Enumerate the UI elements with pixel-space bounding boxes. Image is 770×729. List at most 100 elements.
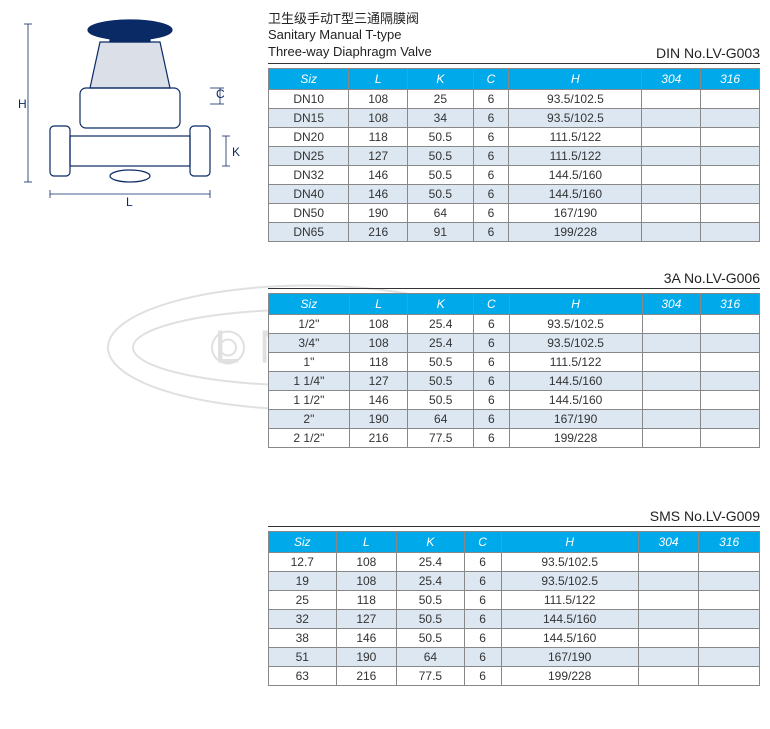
- table-cell: [642, 409, 701, 428]
- col-header: L: [349, 68, 408, 89]
- table-cell: 2 1/2": [269, 428, 350, 447]
- table-cell: 6: [473, 409, 509, 428]
- col-header: H: [509, 293, 642, 314]
- table-cell: 108: [349, 314, 408, 333]
- table-cell: 6: [464, 590, 501, 609]
- part-no-2: SMS No.LV-G009: [268, 508, 760, 527]
- table-cell: 6: [473, 428, 509, 447]
- table-cell: [701, 371, 760, 390]
- table-cell: 6: [473, 127, 509, 146]
- table-row: 2 1/2"21677.56199/228: [269, 428, 760, 447]
- table-row: 3212750.56144.5/160: [269, 609, 760, 628]
- table-cell: [642, 184, 701, 203]
- table-cell: [642, 352, 701, 371]
- table-cell: 6: [473, 89, 509, 108]
- table-cell: [701, 428, 760, 447]
- col-header: Siz: [269, 293, 350, 314]
- table-cell: 50.5: [408, 146, 474, 165]
- table-cell: [638, 609, 699, 628]
- table-cell: 50.5: [408, 352, 473, 371]
- table-cell: 63: [269, 666, 337, 685]
- table-cell: 167/190: [509, 409, 642, 428]
- table-cell: [638, 647, 699, 666]
- table-row: 12.710825.4693.5/102.5: [269, 552, 760, 571]
- table-cell: [701, 89, 760, 108]
- table-cell: 50.5: [408, 390, 473, 409]
- table-cell: 199/228: [509, 222, 642, 241]
- table-row: 3814650.56144.5/160: [269, 628, 760, 647]
- table-row: DN50190646167/190: [269, 203, 760, 222]
- table-cell: 64: [408, 203, 474, 222]
- table-cell: [701, 165, 760, 184]
- table-cell: [701, 333, 760, 352]
- table-cell: [642, 333, 701, 352]
- table-cell: 6: [473, 390, 509, 409]
- table-cell: 144.5/160: [501, 609, 638, 628]
- col-header: K: [397, 531, 465, 552]
- table-cell: 93.5/102.5: [509, 89, 642, 108]
- table-cell: 190: [349, 409, 408, 428]
- table-cell: [699, 571, 760, 590]
- table-cell: [701, 390, 760, 409]
- table-cell: 167/190: [509, 203, 642, 222]
- spec-table-1: SizLKCH3043161/2"10825.4693.5/102.53/4"1…: [268, 293, 760, 448]
- table-cell: [699, 647, 760, 666]
- table-cell: 118: [349, 127, 408, 146]
- title-en1: Sanitary Manual T-type: [268, 27, 432, 44]
- table-cell: 127: [349, 146, 408, 165]
- table-row: 2511850.56111.5/122: [269, 590, 760, 609]
- table-cell: 38: [269, 628, 337, 647]
- table-cell: 2": [269, 409, 350, 428]
- table-cell: 6: [464, 552, 501, 571]
- table-cell: 50.5: [397, 609, 465, 628]
- table-row: 1910825.4693.5/102.5: [269, 571, 760, 590]
- table-row: 1 1/2"14650.56144.5/160: [269, 390, 760, 409]
- table-cell: 108: [336, 571, 397, 590]
- svg-text:K: K: [232, 145, 240, 159]
- table-cell: 3/4": [269, 333, 350, 352]
- title-block-0: 卫生级手动T型三通隔膜阀 Sanitary Manual T-type Thre…: [268, 8, 760, 64]
- table-cell: [701, 146, 760, 165]
- table-cell: [642, 314, 701, 333]
- table-cell: [642, 203, 701, 222]
- table-cell: [701, 203, 760, 222]
- table-row: DN1510834693.5/102.5: [269, 108, 760, 127]
- table-cell: 25: [269, 590, 337, 609]
- svg-text:C: C: [216, 87, 225, 101]
- table-cell: 6: [464, 647, 501, 666]
- table-cell: 93.5/102.5: [501, 552, 638, 571]
- svg-text:L: L: [126, 195, 133, 208]
- table-cell: 50.5: [408, 127, 474, 146]
- table-cell: DN10: [269, 89, 349, 108]
- part-no-1: 3A No.LV-G006: [268, 270, 760, 289]
- table-cell: 50.5: [408, 371, 473, 390]
- table-cell: 1": [269, 352, 350, 371]
- table-cell: 77.5: [408, 428, 473, 447]
- table-cell: [701, 409, 760, 428]
- table-cell: 25.4: [397, 552, 465, 571]
- table-cell: DN20: [269, 127, 349, 146]
- table-cell: [701, 352, 760, 371]
- table-cell: [699, 628, 760, 647]
- table-cell: 216: [349, 428, 408, 447]
- table-cell: [642, 390, 701, 409]
- table-cell: 6: [473, 222, 509, 241]
- col-header: 316: [701, 293, 760, 314]
- title-en2: Three-way Diaphragm Valve: [268, 44, 432, 61]
- table-row: 1/2"10825.4693.5/102.5: [269, 314, 760, 333]
- table-cell: [642, 108, 701, 127]
- title-cn: 卫生级手动T型三通隔膜阀: [268, 8, 432, 27]
- table-cell: 6: [473, 165, 509, 184]
- col-header: K: [408, 68, 474, 89]
- table-cell: [699, 590, 760, 609]
- table-cell: 1/2": [269, 314, 350, 333]
- spec-table-2: SizLKCH30431612.710825.4693.5/102.519108…: [268, 531, 760, 686]
- table-cell: 108: [349, 89, 408, 108]
- table-cell: DN40: [269, 184, 349, 203]
- table-cell: 50.5: [408, 184, 474, 203]
- table-cell: [642, 146, 701, 165]
- spec-table-0: SizLKCH304316DN1010825693.5/102.5DN15108…: [268, 68, 760, 242]
- table-cell: [642, 165, 701, 184]
- table-row: 3/4"10825.4693.5/102.5: [269, 333, 760, 352]
- table-cell: 93.5/102.5: [509, 108, 642, 127]
